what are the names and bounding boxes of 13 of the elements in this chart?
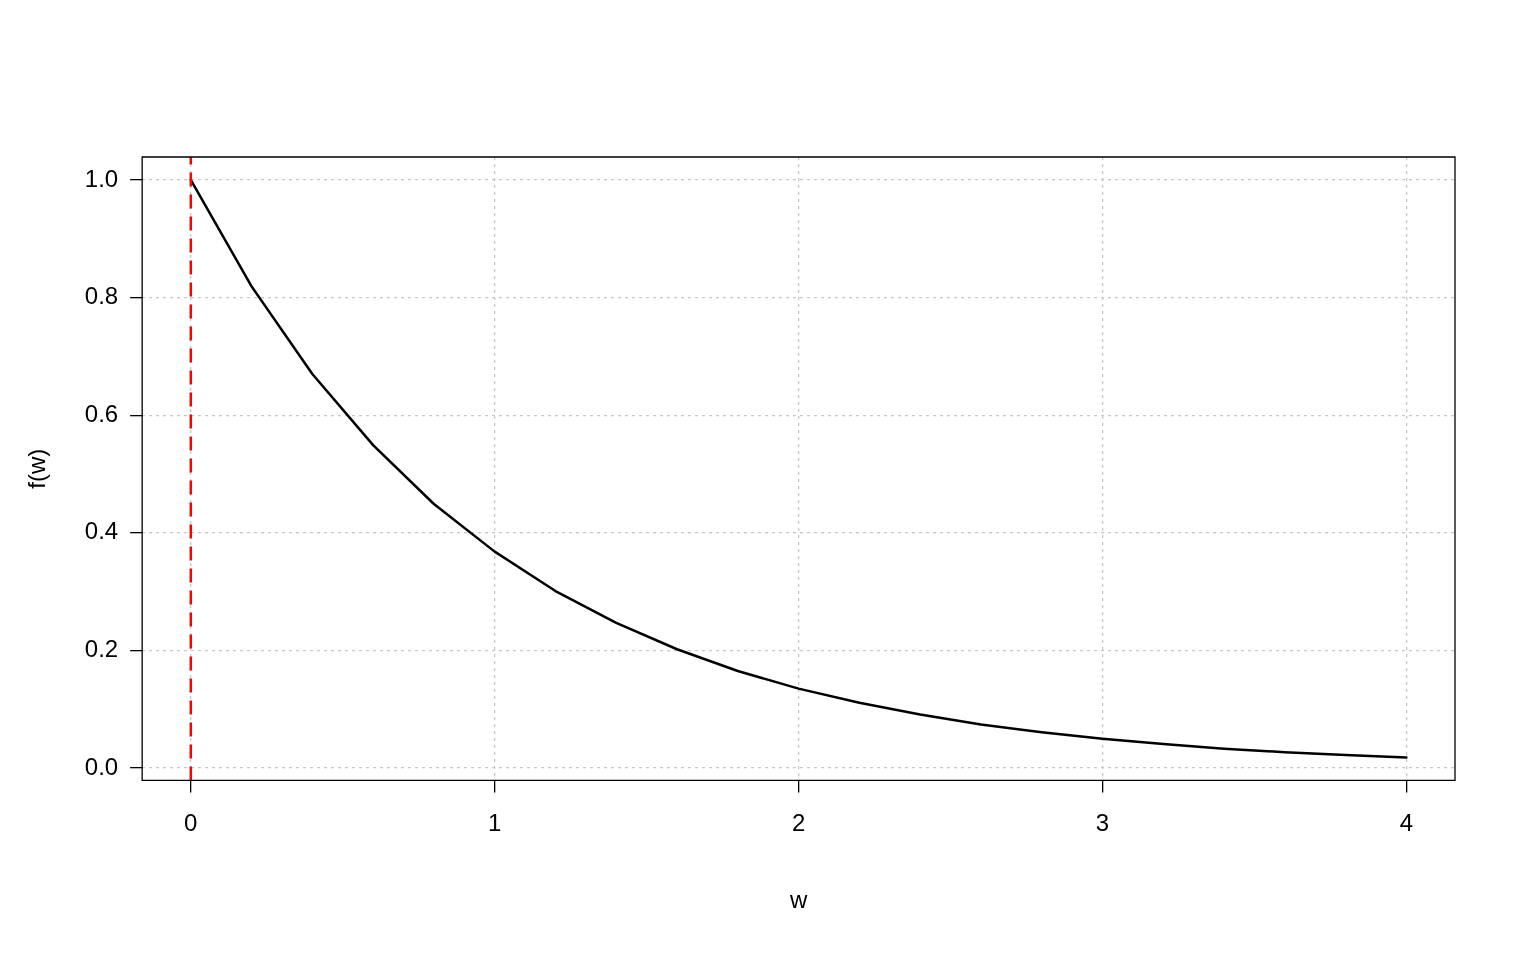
x-tick-label: 0 — [184, 809, 198, 837]
x-tick-label: 3 — [1095, 809, 1110, 837]
y-tick-label: 0.4 — [84, 517, 119, 545]
x-tick-label: 4 — [1399, 809, 1414, 837]
y-tick-label: 1.0 — [84, 164, 119, 192]
y-tick-label: 0.8 — [84, 282, 119, 310]
y-tick-label: 0.2 — [84, 635, 119, 663]
x-tick-label: 1 — [488, 809, 502, 837]
y-tick-label: 0.6 — [84, 399, 119, 427]
y-axis-title: f(w) — [23, 448, 51, 489]
x-axis-title: w — [788, 886, 808, 914]
y-tick-label: 0.0 — [84, 752, 119, 780]
x-tick-label: 2 — [791, 809, 806, 837]
